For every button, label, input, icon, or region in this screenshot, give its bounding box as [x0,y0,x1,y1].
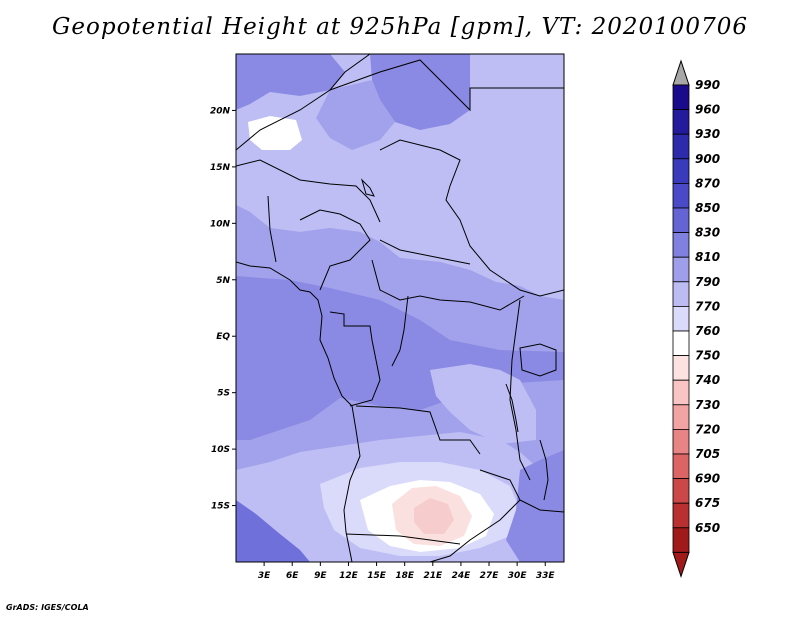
colorbar-label: 870 [695,176,720,190]
lat-tick-label: 20N [210,106,231,116]
lon-tick-label: 3E [258,571,271,581]
lat-tick-label: 5S [217,389,230,399]
colorbar-swatch [672,527,690,553]
colorbar-label: 900 [695,152,720,166]
colorbar-label: 760 [695,324,720,338]
lon-tick-label: 33E [536,571,556,581]
colorbar-label: 850 [695,201,720,215]
colorbar: 990 960 930 900 870 850 830 810 790 770 760 750 740 7… [672,59,720,578]
lon-tick-label: 9E [314,571,327,581]
colorbar-label: 730 [695,398,720,412]
colorbar-label: 930 [695,127,720,141]
colorbar-label: 675 [695,496,720,510]
colorbar-swatch [672,330,690,357]
map-frame [235,53,565,563]
lon-tick-label: 12E [339,571,359,581]
colorbar-bottom-arrow [672,551,690,578]
border-south-east [429,469,564,562]
colorbar-label: 750 [695,349,720,363]
colorbar-swatch [672,256,690,283]
colorbar-swatch [672,305,690,332]
border-north-2 [329,59,564,112]
border-angola [345,405,481,545]
colorbar-swatch [672,84,690,111]
field-810-west-band [236,205,564,352]
colorbar-label: 790 [695,275,720,289]
colorbar-swatch [672,133,690,160]
colorbar-label: 770 [695,299,720,313]
colorbar-swatch [672,453,690,480]
field-850-southwest [236,500,310,562]
lat-tick-label: 15S [211,502,230,512]
colorbar-swatch [672,158,690,184]
colorbar-label: 690 [695,472,720,486]
map-title: Geopotential Height at 925hPa [gpm], VT:… [52,14,748,40]
border-north-1 [236,54,371,151]
west-coastline [236,261,361,562]
lon-tick-label: 21E [423,571,443,581]
lake-victoria [519,343,557,377]
border-drc-east [509,299,531,481]
colorbar-swatch [672,379,690,406]
colorbar-label: 650 [695,521,720,535]
lat-tick-label: EQ [216,332,230,342]
colorbar-label: 740 [695,373,720,387]
latitude-ticks: 20N 15N 10N 5N EQ 5S 10S 15S [210,106,236,512]
lon-tick-label: 18E [395,571,415,581]
colorbar-swatch [672,182,690,209]
lon-tick-label: 15E [367,571,387,581]
grads-credit: GrADS: IGES/COLA [6,603,89,612]
colorbar-swatch [672,404,690,430]
colorbar-swatch [672,478,690,504]
lon-tick-label: 24E [452,571,472,581]
field-830-northwest [236,54,345,110]
colorbar-label: 705 [695,447,720,461]
colorbar-swatch [672,355,690,381]
lake-chad [360,178,375,197]
lat-tick-label: 5N [216,276,230,286]
border-congo [329,295,409,407]
colorbar-label: 810 [695,250,720,264]
lake-tanganyika [505,383,519,433]
colorbar-label: 990 [695,78,720,92]
map-boundaries [236,54,564,562]
field-790-congo-east [430,364,536,444]
lon-tick-label: 27E [480,571,500,581]
longitude-ticks: 3E 6E 9E 12E 15E 18E 21E 24E 27E 30E 33E [258,562,556,581]
lat-tick-label: 15N [210,163,231,173]
lake-malawi [539,439,549,501]
border-sahel-2 [379,139,564,297]
lat-tick-label: 10S [211,445,230,455]
lon-tick-label: 6E [286,571,299,581]
field-810-north-central [316,80,395,150]
colorbar-label: 960 [695,103,720,117]
field-830-northeast [370,54,470,130]
border-car [371,239,525,311]
lat-tick-label: 10N [210,219,231,229]
colorbar-swatch [672,232,690,258]
colorbar-label: 720 [695,422,720,436]
lon-tick-label: 30E [508,571,528,581]
colorbar-swatch [672,428,690,455]
field-830-southeast [506,450,564,562]
colorbar-label: 830 [695,226,720,240]
border-nigeria [267,195,371,291]
border-sahel-1 [236,159,381,223]
field-830-gulf [236,276,564,440]
height-field [236,54,564,562]
colorbar-swatch [672,281,690,307]
colorbar-swatch [672,207,690,234]
colorbar-top-arrow [672,59,690,86]
colorbar-swatch [672,502,690,529]
field-760-sahara-patch [248,116,302,150]
colorbar-swatch [672,109,690,135]
field-740-low-core [414,498,454,534]
